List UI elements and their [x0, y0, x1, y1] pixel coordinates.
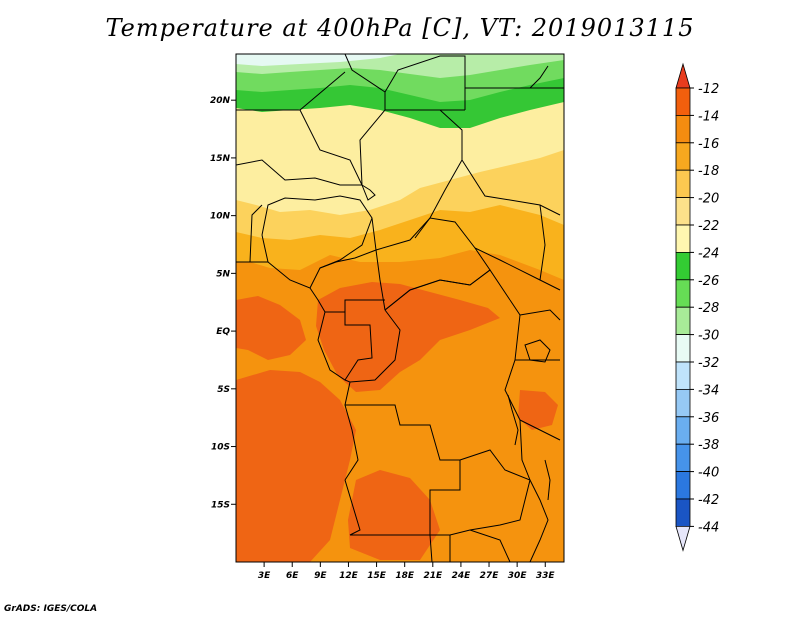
lon-tick-label: 12E: [339, 571, 359, 581]
colorbar-band: [675, 416, 691, 445]
colorbar-label: -16: [698, 137, 719, 152]
colorbar-band: [675, 197, 691, 226]
colorbar-band: [675, 224, 691, 253]
longitude-axis: 3E 6E 9E 12E 15E 18E 21E 24E 27E 30E 33E: [258, 562, 556, 581]
map-frame: [235, 53, 565, 563]
lon-tick-label: 24E: [452, 571, 472, 581]
lat-tick-label: 15N: [210, 154, 231, 164]
colorbar-label: -40: [698, 466, 719, 481]
lon-tick-label: 9E: [314, 571, 327, 581]
lat-tick-label: 5S: [217, 385, 230, 395]
colorbar-label: -20: [698, 192, 719, 207]
border-malawi-mozambique: [529, 479, 549, 562]
colorbar-band: [675, 471, 691, 500]
colorbar-band: [675, 142, 691, 171]
lat-tick-label: 10S: [211, 443, 230, 453]
map-title: Temperature at 400hPa [C], VT: 201901311…: [105, 14, 695, 42]
lake-tanganyika: [507, 394, 519, 446]
country-borders: [236, 54, 564, 562]
border-drc-north: [384, 269, 511, 311]
border-zimbabwe: [469, 529, 511, 562]
colorbar-label: -32: [698, 356, 719, 371]
colorbar-top-triangle: [675, 62, 691, 89]
border-ethiopia: [539, 204, 546, 281]
grads-credit: GrADS: IGES/COLA: [4, 604, 98, 614]
colorbar-band: [675, 388, 691, 418]
lon-tick-label: 21E: [423, 571, 443, 581]
field-band-m12-m14-south: [348, 470, 440, 560]
colorbar-label: -34: [698, 383, 719, 398]
field-band-m12-m14-east: [518, 390, 558, 430]
colorbar-band: [675, 251, 691, 281]
border-gabon-congo: [325, 299, 385, 381]
latitude-axis: 20N 15N 10N 5N EQ 5S 10S 15S: [210, 96, 236, 510]
colorbar-band: [675, 361, 691, 390]
colorbar-label: -36: [698, 411, 719, 426]
coastline-west: [236, 261, 359, 481]
border-congo-drc: [349, 309, 401, 383]
colorbar-label: -44: [698, 520, 719, 535]
border-namibia-botswana: [350, 534, 451, 562]
colorbar-label: -18: [698, 164, 719, 179]
lat-tick-label: EQ: [216, 327, 230, 337]
field-band-m12-m14-west-coast: [236, 296, 306, 360]
border-mali-niger: [236, 159, 362, 186]
border-algeria-libya: [344, 54, 386, 186]
border-angola: [344, 404, 461, 536]
lat-tick-label: 20N: [210, 96, 231, 106]
lon-tick-label: 30E: [508, 571, 528, 581]
border-uganda-kenya: [519, 309, 561, 321]
lon-tick-label: 15E: [367, 571, 387, 581]
lat-tick-label: 10N: [210, 212, 231, 222]
colorbar-band: [675, 87, 691, 116]
lon-tick-label: 18E: [395, 571, 415, 581]
colorbar-band: [675, 279, 691, 308]
lat-tick-label: 15S: [211, 500, 230, 510]
lake-chad: [360, 183, 376, 201]
colorbar-bottom-triangle: [675, 526, 691, 552]
colorbar-band: [675, 443, 691, 473]
colorbar-label: -26: [698, 274, 719, 289]
colorbar-label: -14: [698, 109, 719, 124]
border-tanzania: [515, 359, 561, 441]
lon-tick-label: 27E: [480, 571, 500, 581]
colorbar-label: -22: [698, 219, 719, 234]
lon-tick-label: 3E: [258, 571, 271, 581]
field-band-m12-m14-central: [316, 282, 500, 392]
colorbar-band: [675, 334, 691, 363]
colorbar-band: [675, 115, 691, 144]
border-south-sudan: [461, 159, 561, 291]
colorbar-label: -12: [698, 82, 719, 97]
colorbar-band: [675, 169, 691, 198]
colorbar-label: -38: [698, 438, 719, 453]
colorbar: -12 -14 -16 -18 -20 -22 -24 -26 -28 -30 -32 -34 -36 -…: [675, 62, 719, 552]
colorbar-label: -30: [698, 329, 719, 344]
lon-tick-label: 33E: [536, 571, 556, 581]
lon-tick-label: 6E: [286, 571, 299, 581]
border-niger: [236, 71, 363, 186]
field-band-m28-m30: [236, 54, 400, 66]
lake-malawi: [544, 459, 551, 501]
lat-tick-label: 5N: [216, 269, 230, 279]
field-band-m12-m14-southwest: [236, 370, 356, 562]
colorbar-label: -42: [698, 493, 719, 508]
colorbar-band: [675, 498, 691, 527]
temperature-field: [236, 54, 564, 562]
border-libya-egypt: [384, 55, 466, 110]
lake-victoria: [524, 339, 551, 363]
border-zambia: [430, 449, 531, 536]
border-benin-togo: [249, 204, 269, 263]
colorbar-band: [675, 306, 691, 336]
red-sea-coast: [529, 65, 549, 89]
colorbar-label: -24: [698, 246, 719, 261]
colorbar-label: -28: [698, 301, 719, 316]
